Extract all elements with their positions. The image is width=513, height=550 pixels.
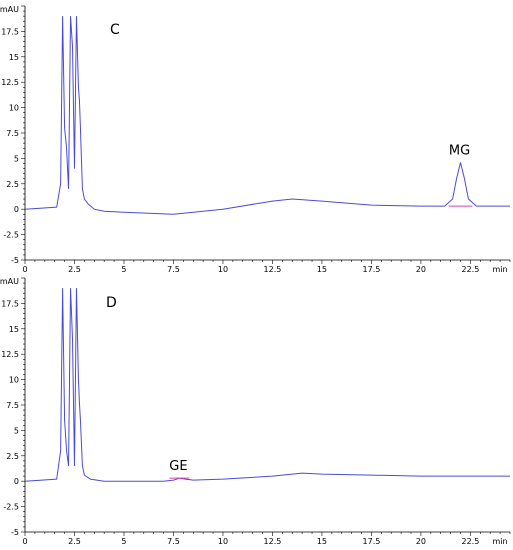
y-tick-label: 5 [14, 154, 19, 163]
y-tick-label: 12.5 [1, 350, 19, 359]
y-tick-label: 17.5 [1, 299, 19, 308]
y-tick-label: 12.5 [1, 78, 19, 87]
x-tick-label: 5 [121, 537, 126, 546]
x-unit-label: min [492, 265, 507, 274]
y-tick-label: 7.5 [6, 401, 19, 410]
x-tick-label: 7.5 [167, 537, 180, 546]
y-tick-label: 5 [14, 426, 19, 435]
x-tick-label: 22.5 [462, 537, 480, 546]
series-line [25, 288, 510, 482]
y-unit-label: mAU [0, 277, 19, 286]
y-tick-label: 0 [14, 205, 19, 214]
y-tick-label: -2.5 [3, 231, 19, 240]
y-tick-label: -2.5 [3, 503, 19, 512]
series-line [25, 16, 510, 215]
y-unit-label: mAU [0, 5, 19, 14]
y-tick-label: 15 [9, 325, 19, 334]
peak-label-ge: GE [169, 459, 187, 474]
y-tick-label: 7.5 [6, 129, 19, 138]
y-tick-label: 17.5 [1, 27, 19, 36]
x-tick-label: 17.5 [363, 537, 381, 546]
y-tick-label: 15 [9, 53, 19, 62]
panel-label-d: D [106, 295, 117, 311]
y-tick-label: 2.5 [6, 180, 19, 189]
x-tick-label: 2.5 [68, 537, 81, 546]
chromatogram-panel-c: -5 -2.5 0 2.5 5 7.5 10 12.5 15 17.5 mAU 0 2.5 5 7.5 10 1… [0, 5, 511, 274]
y-tick-label: 2.5 [6, 452, 19, 461]
panel-label-c: C [110, 22, 120, 38]
chromatogram-panel-d: -5 -2.5 0 2.5 5 7.5 10 12.5 15 17.5 mAU 0 2.5 5 7.5 10 1… [0, 277, 511, 546]
x-tick-label: 15 [317, 537, 327, 546]
y-tick-label: 10 [9, 376, 19, 385]
y-tick-label: -5 [11, 528, 19, 537]
x-tick-label: 0 [22, 537, 27, 546]
x-tick-label: 5 [121, 265, 126, 274]
x-tick-label: 20 [416, 537, 426, 546]
x-tick-label: 10 [218, 265, 228, 274]
x-tick-label: 2.5 [68, 265, 81, 274]
peak-label-mg: MG [449, 143, 470, 158]
y-tick-label: 0 [14, 477, 19, 486]
y-tick-label: 10 [9, 104, 19, 113]
x-tick-label: 7.5 [167, 265, 180, 274]
x-unit-label: min [492, 537, 507, 546]
x-tick-label: 12.5 [264, 537, 282, 546]
x-tick-label: 17.5 [363, 265, 381, 274]
x-tick-label: 22.5 [462, 265, 480, 274]
y-tick-label: -5 [11, 256, 19, 265]
x-tick-label: 12.5 [264, 265, 282, 274]
x-tick-label: 20 [416, 265, 426, 274]
x-tick-label: 0 [22, 265, 27, 274]
x-tick-label: 15 [317, 265, 327, 274]
x-tick-label: 10 [218, 537, 228, 546]
